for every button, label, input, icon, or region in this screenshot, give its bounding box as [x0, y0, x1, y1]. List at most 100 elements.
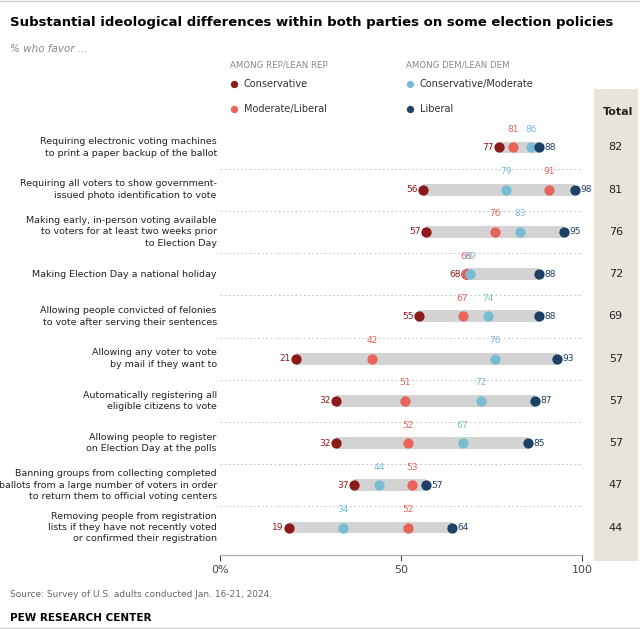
Text: 56: 56 — [406, 185, 417, 194]
Point — [284, 523, 294, 533]
Text: 81: 81 — [609, 185, 623, 195]
Text: Banning groups from collecting completed
ballots from a large number of voters i: Banning groups from collecting completed… — [0, 469, 217, 501]
Text: 82: 82 — [609, 142, 623, 152]
Point — [407, 481, 417, 491]
Text: 52: 52 — [403, 505, 414, 514]
Text: Liberal: Liberal — [420, 104, 453, 114]
Text: 21: 21 — [279, 354, 291, 363]
Bar — [289, 521, 452, 533]
Text: 76: 76 — [490, 336, 501, 345]
Text: 67: 67 — [457, 294, 468, 303]
Text: 51: 51 — [399, 378, 410, 387]
Text: 98: 98 — [580, 185, 592, 194]
Point — [421, 227, 431, 237]
Text: 83: 83 — [515, 209, 526, 218]
Point — [493, 142, 504, 152]
Point — [367, 353, 377, 364]
Point — [501, 185, 511, 195]
Text: PEW RESEARCH CENTER: PEW RESEARCH CENTER — [10, 613, 151, 623]
Text: 32: 32 — [319, 396, 330, 405]
Point — [559, 227, 569, 237]
Text: 76: 76 — [490, 209, 501, 218]
Text: 88: 88 — [544, 143, 556, 152]
Point — [331, 396, 341, 406]
Text: 91: 91 — [543, 167, 555, 176]
Text: 77: 77 — [482, 143, 493, 152]
Point — [399, 396, 410, 406]
Text: 57: 57 — [410, 228, 421, 237]
Text: 64: 64 — [457, 523, 468, 532]
Bar — [466, 268, 538, 280]
Text: 37: 37 — [337, 481, 349, 490]
Text: 88: 88 — [544, 312, 556, 321]
Text: AMONG DEM/LEAN DEM: AMONG DEM/LEAN DEM — [406, 60, 509, 69]
Text: 93: 93 — [562, 354, 573, 363]
Text: 34: 34 — [337, 505, 349, 514]
Bar — [336, 395, 535, 407]
Text: 87: 87 — [540, 396, 552, 405]
Text: Conservative: Conservative — [244, 79, 308, 89]
Bar — [296, 353, 557, 365]
Text: Requiring all voters to show government-
issued photo identification to vote: Requiring all voters to show government-… — [20, 179, 217, 200]
Text: 57: 57 — [609, 396, 623, 406]
Bar — [423, 184, 575, 196]
Text: 69: 69 — [609, 311, 623, 321]
Point — [490, 353, 500, 364]
Text: 19: 19 — [272, 523, 284, 532]
Text: 68: 68 — [449, 270, 461, 279]
Bar — [336, 437, 528, 449]
Point — [403, 438, 413, 448]
Point — [508, 142, 518, 152]
Text: Total: Total — [602, 107, 633, 117]
Point — [544, 185, 554, 195]
Point — [523, 438, 533, 448]
Bar — [419, 311, 539, 322]
Text: Removing people from registration
lists if they have not recently voted
or confi: Removing people from registration lists … — [48, 511, 217, 543]
Text: 86: 86 — [525, 125, 537, 134]
Text: 47: 47 — [609, 481, 623, 491]
Text: 76: 76 — [609, 227, 623, 237]
Point — [530, 396, 540, 406]
Point — [476, 396, 486, 406]
Text: Allowing any voter to vote
by mail if they want to: Allowing any voter to vote by mail if th… — [92, 348, 217, 369]
Point — [458, 438, 468, 448]
Text: Allowing people convicted of felonies
to vote after serving their sentences: Allowing people convicted of felonies to… — [40, 306, 217, 326]
Text: Making early, in-person voting available
to voters for at least two weeks prior
: Making early, in-person voting available… — [26, 216, 217, 248]
Point — [403, 523, 413, 533]
Point — [461, 269, 471, 279]
Text: Moderate/Liberal: Moderate/Liberal — [244, 104, 327, 114]
Text: 67: 67 — [457, 421, 468, 430]
Bar — [426, 226, 564, 238]
Text: 55: 55 — [402, 312, 413, 321]
Text: Making Election Day a national holiday: Making Election Day a national holiday — [32, 270, 217, 279]
Point — [405, 104, 415, 114]
Text: 42: 42 — [367, 336, 378, 345]
Point — [229, 79, 239, 89]
Text: 72: 72 — [475, 378, 486, 387]
Text: 44: 44 — [374, 463, 385, 472]
Text: 57: 57 — [609, 438, 623, 448]
Point — [418, 185, 428, 195]
Text: 88: 88 — [544, 270, 556, 279]
Text: Source: Survey of U.S. adults conducted Jan. 16-21, 2024.: Source: Survey of U.S. adults conducted … — [10, 590, 272, 599]
Text: AMONG REP/LEAN REP: AMONG REP/LEAN REP — [230, 60, 328, 69]
Text: Requiring electronic voting machines
to print a paper backup of the ballot: Requiring electronic voting machines to … — [40, 137, 217, 158]
Point — [421, 481, 431, 491]
Point — [526, 142, 536, 152]
Point — [461, 269, 471, 279]
Point — [465, 269, 475, 279]
Text: Allowing people to register
on Election Day at the polls: Allowing people to register on Election … — [86, 433, 217, 454]
Text: 57: 57 — [432, 481, 444, 490]
Text: 53: 53 — [406, 463, 418, 472]
Text: 85: 85 — [533, 438, 545, 448]
Point — [447, 523, 457, 533]
Text: 95: 95 — [570, 228, 581, 237]
Point — [515, 227, 525, 237]
Text: 52: 52 — [403, 421, 414, 430]
Point — [405, 79, 415, 89]
Point — [291, 353, 301, 364]
Point — [349, 481, 359, 491]
Bar — [499, 142, 539, 153]
Text: 68: 68 — [460, 252, 472, 260]
Text: 72: 72 — [609, 269, 623, 279]
